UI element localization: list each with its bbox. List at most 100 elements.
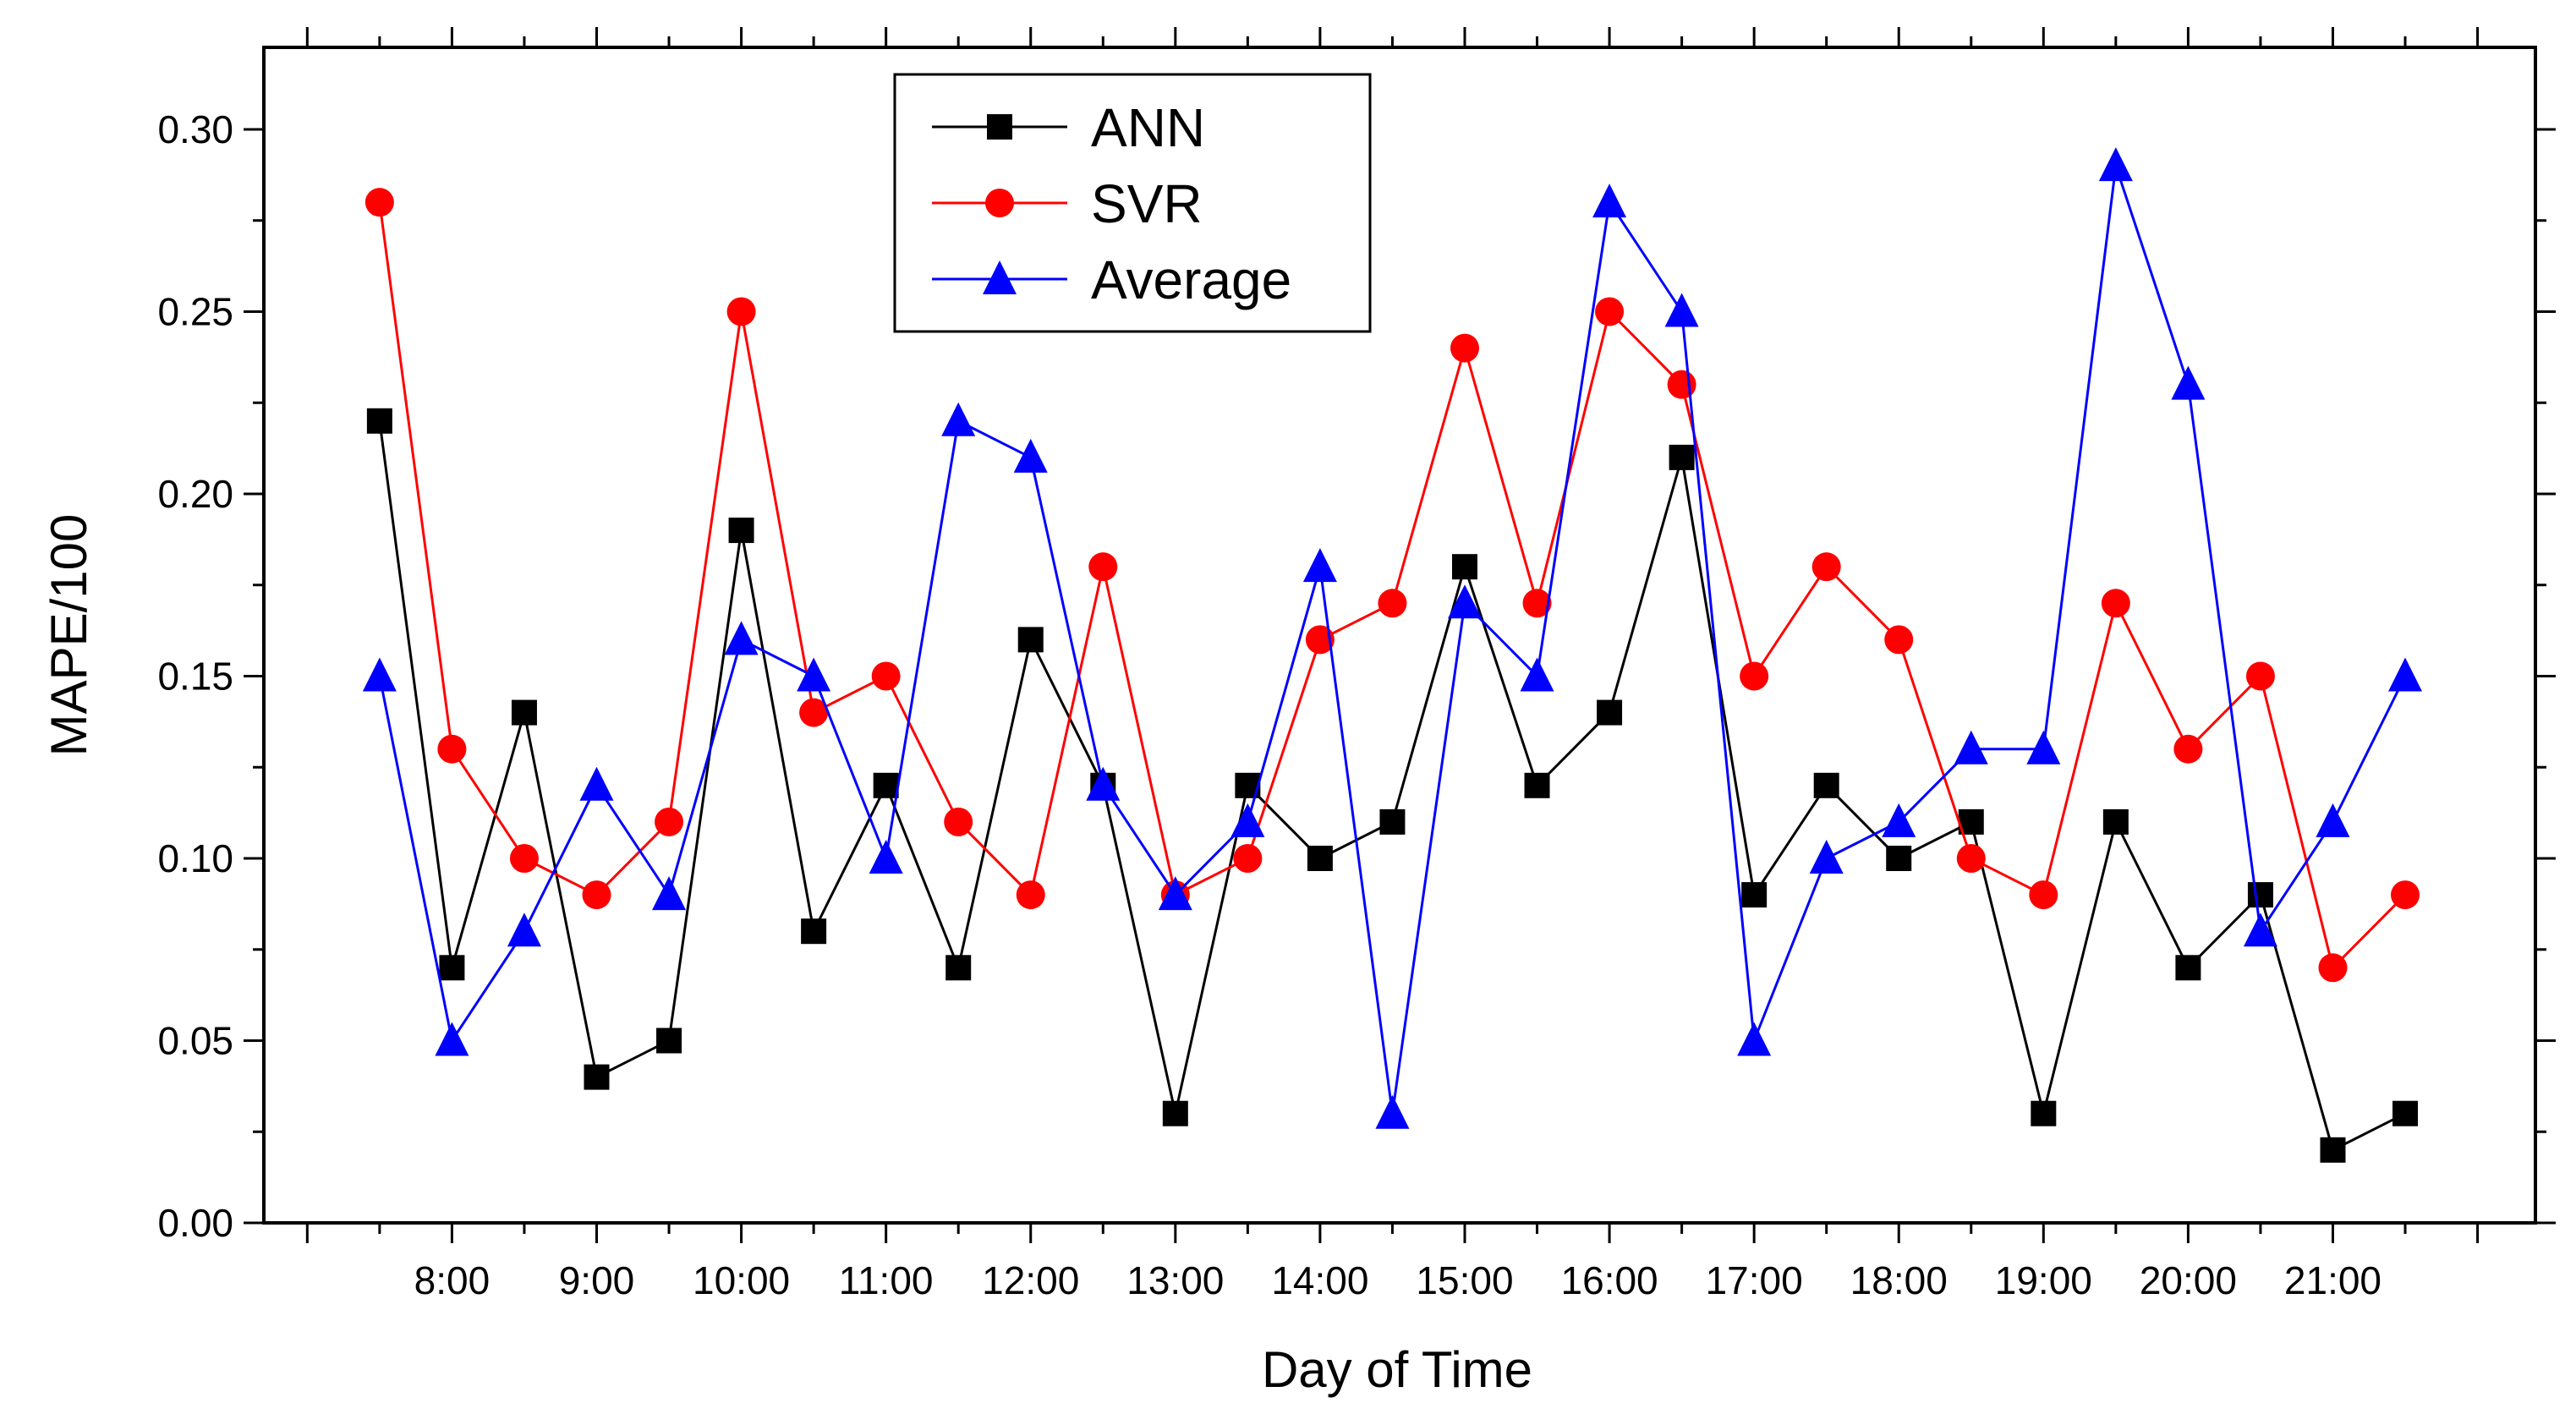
data-point-ann	[1597, 699, 1623, 726]
data-point-svr	[582, 880, 611, 910]
data-point-average	[1230, 803, 1265, 837]
data-point-average	[797, 657, 831, 692]
x-tick-label: 8:00	[414, 1258, 491, 1302]
data-point-ann	[439, 955, 465, 981]
y-tick-label: 0.20	[157, 472, 233, 516]
series-ann	[366, 408, 2419, 1163]
data-point-average	[507, 913, 541, 947]
x-tick-label: 17:00	[1706, 1258, 1803, 1302]
axis-tick-labels: 0.00 0.05 0.10 0.15 0.20 0.25 0.30 8:00 9:00 10:0…	[157, 107, 2381, 1302]
data-point-svr	[655, 807, 684, 836]
data-point-svr	[364, 188, 394, 217]
x-tick-label: 9:00	[559, 1258, 635, 1302]
data-point-average	[1882, 803, 1916, 837]
y-tick-label: 0.15	[157, 654, 233, 698]
data-point-svr	[1595, 297, 1625, 326]
data-point-svr	[2101, 589, 2130, 618]
y-tick-label: 0.05	[157, 1018, 233, 1062]
data-point-svr	[1667, 370, 1696, 399]
data-point-ann	[2247, 882, 2273, 908]
data-point-average	[1158, 876, 1192, 911]
data-point-ann	[728, 518, 754, 544]
data-point-svr	[1956, 843, 1986, 873]
legend-label-ann: ANN	[1091, 97, 1205, 158]
legend-marker-average	[983, 260, 1017, 294]
legend: ANN SVR Average	[893, 73, 1372, 333]
y-tick-label: 0.30	[157, 107, 233, 151]
x-tick-label: 13:00	[1126, 1258, 1224, 1302]
x-tick-label: 15:00	[1416, 1258, 1513, 1302]
data-point-average	[2316, 803, 2350, 837]
data-point-average	[435, 1022, 469, 1056]
data-point-svr	[944, 807, 973, 836]
data-point-average	[1375, 1094, 1410, 1129]
data-point-ann	[1669, 444, 1695, 470]
data-point-ann	[2102, 808, 2129, 835]
data-point-ann	[873, 772, 899, 798]
data-point-average	[869, 839, 903, 874]
data-point-average	[1086, 766, 1121, 801]
data-point-ann	[1307, 845, 1333, 871]
series-svr	[364, 188, 2420, 983]
data-point-svr	[2391, 880, 2420, 910]
data-point-ann	[1379, 808, 1406, 835]
x-tick-label: 19:00	[1995, 1258, 2092, 1302]
x-tick-label: 16:00	[1561, 1258, 1658, 1302]
data-point-ann	[584, 1064, 610, 1090]
y-axis-title: MAPE/100	[41, 514, 97, 757]
data-point-average	[1520, 657, 1554, 692]
y-tick-label: 0.10	[157, 836, 233, 880]
data-point-average	[2026, 730, 2061, 765]
data-point-ann	[1017, 627, 1044, 653]
data-point-average	[1809, 839, 1844, 874]
data-point-ann	[1451, 554, 1477, 580]
legend-label-average: Average	[1091, 249, 1291, 310]
data-point-svr	[1522, 589, 1552, 618]
x-tick-label: 14:00	[1271, 1258, 1368, 1302]
data-point-svr	[437, 734, 467, 764]
data-point-average	[1737, 1022, 1772, 1056]
data-point-average	[2388, 657, 2423, 692]
data-point-svr	[726, 297, 756, 326]
data-point-svr	[2173, 734, 2203, 764]
data-point-average	[362, 657, 397, 692]
data-point-ann	[511, 699, 537, 726]
data-point-svr	[2245, 661, 2275, 691]
x-tick-label: 10:00	[693, 1258, 790, 1302]
series-layer	[362, 147, 2423, 1163]
legend-label-svr: SVR	[1091, 173, 1203, 234]
data-point-average	[579, 766, 614, 801]
series-average	[362, 147, 2423, 1129]
data-point-svr	[2029, 880, 2058, 910]
x-tick-label: 21:00	[2284, 1258, 2381, 1302]
data-point-ann	[1813, 772, 1839, 798]
data-point-average	[652, 876, 687, 911]
data-point-ann	[801, 918, 827, 945]
data-point-ann	[2031, 1100, 2057, 1126]
data-point-average	[941, 402, 976, 436]
data-point-svr	[509, 843, 539, 873]
legend-marker-svr	[985, 189, 1014, 217]
data-point-average	[2243, 913, 2277, 947]
data-point-average	[1592, 184, 1627, 218]
x-tick-label: 12:00	[982, 1258, 1079, 1302]
x-tick-label: 11:00	[839, 1258, 934, 1302]
data-point-svr	[1088, 552, 1118, 582]
data-point-ann	[366, 408, 392, 434]
data-point-average	[1664, 293, 1699, 327]
data-point-ann	[1162, 1100, 1188, 1126]
data-point-ann	[945, 955, 972, 981]
data-point-ann	[656, 1028, 682, 1054]
x-tick-label: 20:00	[2140, 1258, 2237, 1302]
data-point-svr	[1884, 625, 1914, 655]
data-point-ann	[1886, 845, 1912, 871]
data-point-average	[1447, 584, 1482, 619]
legend-marker-ann	[987, 114, 1012, 140]
data-point-ann	[2175, 955, 2201, 981]
plot-frame	[262, 46, 2537, 1225]
data-point-average	[1954, 730, 1988, 765]
data-point-average	[1302, 548, 1337, 583]
data-point-svr	[1233, 843, 1263, 873]
y-tick-label: 0.00	[157, 1201, 233, 1245]
